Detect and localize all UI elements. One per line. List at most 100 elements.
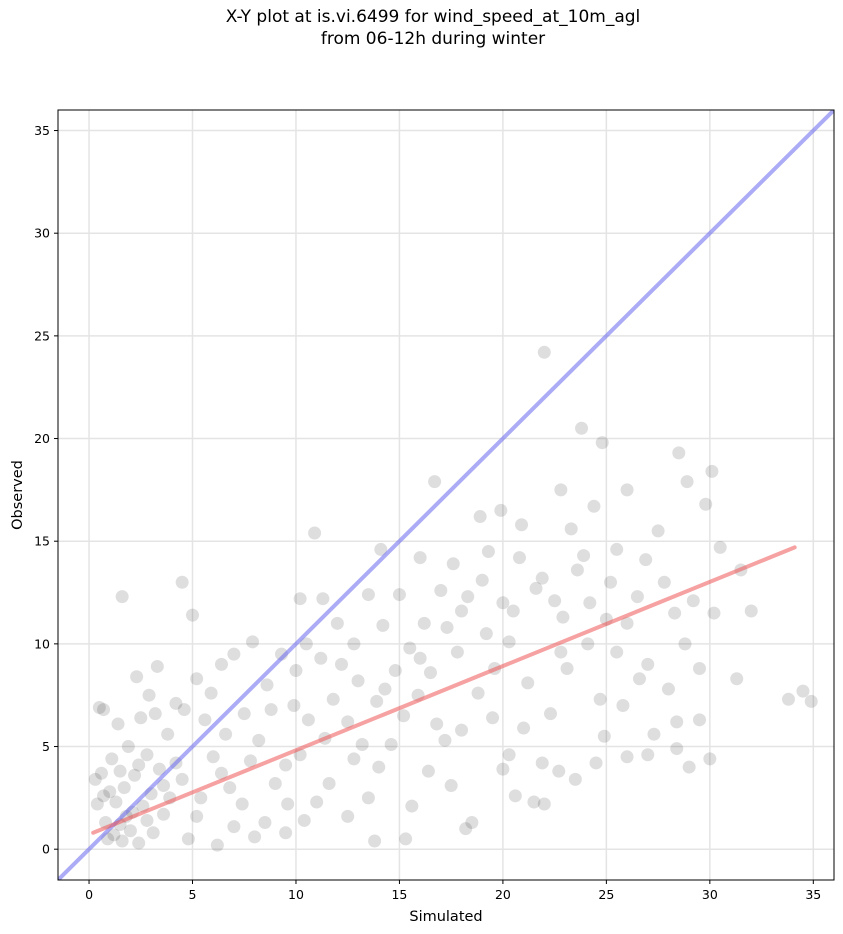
data-point bbox=[111, 717, 125, 731]
data-point bbox=[397, 709, 411, 723]
data-point bbox=[552, 764, 566, 778]
data-point bbox=[103, 785, 117, 799]
data-point bbox=[434, 583, 448, 597]
data-point bbox=[403, 641, 417, 655]
data-point bbox=[169, 696, 183, 710]
data-point bbox=[446, 557, 460, 571]
data-point bbox=[657, 575, 671, 589]
data-point bbox=[589, 756, 603, 770]
data-point bbox=[260, 678, 274, 692]
data-point bbox=[117, 781, 131, 795]
y-axis-label: Observed bbox=[10, 460, 26, 530]
data-point bbox=[560, 662, 574, 676]
data-point bbox=[620, 483, 634, 497]
data-point bbox=[583, 596, 597, 610]
data-point bbox=[554, 483, 568, 497]
data-point bbox=[502, 635, 516, 649]
data-point bbox=[647, 727, 661, 741]
data-point bbox=[455, 604, 469, 618]
data-point bbox=[227, 647, 241, 661]
data-point bbox=[508, 789, 522, 803]
data-point bbox=[616, 698, 630, 712]
data-point bbox=[190, 809, 204, 823]
plot-frame bbox=[57, 109, 835, 881]
data-point bbox=[692, 713, 706, 727]
data-point bbox=[461, 590, 475, 604]
y-tick-label: 0 bbox=[42, 842, 50, 857]
data-point bbox=[322, 776, 336, 790]
data-point bbox=[341, 715, 355, 729]
y-tick-label: 10 bbox=[34, 636, 50, 651]
data-point bbox=[502, 748, 516, 762]
data-point bbox=[113, 764, 127, 778]
y-tick-label: 30 bbox=[34, 226, 50, 241]
data-point bbox=[554, 645, 568, 659]
data-point bbox=[157, 807, 171, 821]
data-point bbox=[517, 721, 531, 735]
y-tick-label: 5 bbox=[42, 739, 50, 754]
data-point bbox=[210, 838, 224, 852]
data-point bbox=[186, 608, 200, 622]
data-point bbox=[293, 592, 307, 606]
data-point bbox=[399, 832, 413, 846]
x-tick-label: 25 bbox=[598, 887, 614, 902]
data-point bbox=[361, 588, 375, 602]
data-point bbox=[90, 797, 104, 811]
data-point bbox=[699, 497, 713, 511]
data-point bbox=[515, 518, 529, 532]
data-point bbox=[384, 737, 398, 751]
chart-title-line-2: from 06-12h during winter bbox=[320, 29, 546, 49]
data-point bbox=[157, 779, 171, 793]
data-point bbox=[641, 748, 655, 762]
data-point bbox=[248, 830, 262, 844]
data-point bbox=[301, 713, 315, 727]
data-point bbox=[370, 694, 384, 708]
data-point bbox=[641, 657, 655, 671]
data-point bbox=[279, 826, 293, 840]
x-tick-label: 35 bbox=[805, 887, 821, 902]
lines-layer bbox=[58, 110, 834, 880]
data-point bbox=[97, 789, 111, 803]
data-point bbox=[604, 575, 618, 589]
data-point bbox=[299, 637, 313, 651]
x-tick-label: 30 bbox=[702, 887, 718, 902]
data-point bbox=[374, 542, 388, 556]
data-point bbox=[378, 682, 392, 696]
data-point bbox=[639, 553, 653, 567]
data-point bbox=[175, 772, 189, 786]
data-point bbox=[455, 723, 469, 737]
data-point bbox=[471, 686, 485, 700]
data-point bbox=[486, 711, 500, 725]
data-point bbox=[372, 760, 386, 774]
data-point bbox=[243, 754, 257, 768]
data-point bbox=[610, 542, 624, 556]
data-point bbox=[670, 742, 684, 756]
data-point bbox=[94, 766, 108, 780]
data-point bbox=[107, 828, 121, 842]
data-point bbox=[194, 791, 208, 805]
x-tick-label: 0 bbox=[85, 887, 93, 902]
data-point bbox=[651, 524, 665, 538]
x-tick-label: 15 bbox=[391, 887, 407, 902]
data-point bbox=[235, 797, 249, 811]
grid bbox=[58, 110, 834, 880]
data-point bbox=[268, 776, 282, 790]
data-point bbox=[237, 707, 251, 721]
data-point bbox=[632, 672, 646, 686]
y-tick-label: 35 bbox=[34, 123, 50, 138]
data-point bbox=[703, 752, 717, 766]
data-point bbox=[473, 510, 487, 524]
data-point bbox=[707, 606, 721, 620]
chart-title: X-Y plot at is.vi.6499 for wind_speed_at… bbox=[0, 6, 843, 50]
data-point bbox=[287, 698, 301, 712]
data-point bbox=[686, 594, 700, 608]
data-point bbox=[140, 813, 154, 827]
data-point bbox=[678, 637, 692, 651]
data-point bbox=[281, 797, 295, 811]
x-tick-label: 5 bbox=[189, 887, 197, 902]
data-point bbox=[341, 809, 355, 823]
data-point bbox=[444, 779, 458, 793]
data-point bbox=[109, 795, 123, 809]
data-point bbox=[140, 748, 154, 762]
